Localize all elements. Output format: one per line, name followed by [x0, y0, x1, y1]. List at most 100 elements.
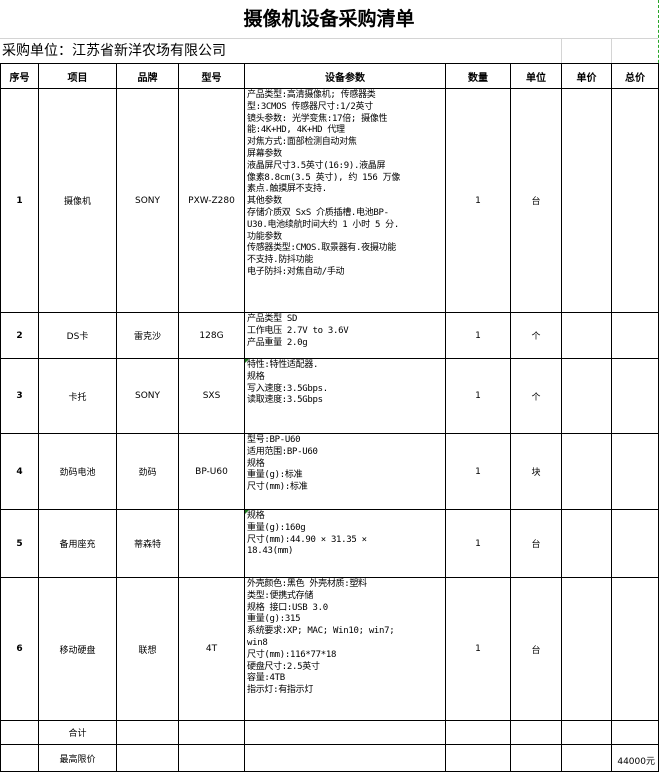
cell-total[interactable] — [611, 88, 659, 313]
cell-brand[interactable]: SONY — [116, 88, 179, 313]
cell-item[interactable]: 卡托 — [38, 358, 117, 434]
cell-total[interactable] — [611, 577, 659, 721]
cell-unit[interactable]: 个 — [510, 358, 562, 434]
cell-item[interactable]: 摄像机 — [38, 88, 117, 313]
cell-spec[interactable]: 规格 重量(g):160g 尺寸(mm):44.90 × 31.35 × 18.43(… — [244, 509, 446, 578]
spec-line: 液晶屏尺寸3.5英寸(16:9).液晶屏 — [247, 160, 386, 171]
cell-model[interactable]: SXS — [178, 358, 245, 434]
cell-no[interactable]: 2 — [0, 312, 39, 359]
cell[interactable] — [0, 720, 39, 745]
cell-item[interactable]: 备用座充 — [38, 509, 117, 578]
cell-no[interactable]: 5 — [0, 509, 39, 578]
cell-total[interactable] — [611, 358, 659, 434]
cell-brand[interactable]: SONY — [116, 358, 179, 434]
table-row: 1 摄像机 SONY PXW-Z280 产品类型:高清摄像机; 传感器类 型:3CMOS … — [0, 88, 659, 313]
cell-price[interactable] — [561, 358, 612, 434]
cell-total[interactable] — [611, 433, 659, 510]
spec-line: 重量(g):标准 — [247, 470, 303, 481]
cell-unit[interactable]: 个 — [510, 312, 562, 359]
table-row: 3 卡托 SONY SXS 特性:特性适配器. 规格 写入速度:3.5Gbps. 读取速度:3… — [0, 358, 659, 434]
cell[interactable] — [116, 720, 179, 745]
spec-line: 产品类型 SD — [247, 314, 298, 324]
cell[interactable] — [561, 720, 612, 745]
spec-line: 适用范围:BP-U60 — [247, 446, 318, 457]
cell[interactable] — [611, 720, 659, 745]
cell[interactable] — [178, 744, 245, 772]
cell-no[interactable]: 4 — [0, 433, 39, 510]
spec-line: 不支持.防抖功能 — [247, 255, 314, 266]
spec-line: 能:4K+HD, 4K+HD 代理 — [247, 125, 345, 136]
cell-unit[interactable]: 台 — [510, 509, 562, 578]
cell[interactable] — [0, 744, 39, 772]
cell[interactable] — [178, 720, 245, 745]
cell[interactable] — [561, 744, 612, 772]
cell-spec[interactable]: 外壳颜色:黑色 外壳材质:塑料 类型:便携式存储 规格 接口:USB 3.0 重量(g… — [244, 577, 446, 721]
cell-qty[interactable]: 1 — [445, 509, 511, 578]
spec-line: 镜头参数: 光学变焦:17倍; 摄像性 — [247, 113, 388, 124]
cell-brand[interactable]: 劲码 — [116, 433, 179, 510]
cell-no[interactable]: 1 — [0, 88, 39, 313]
spec-line: 重量(g):160g — [247, 522, 306, 533]
spec-line: 对焦方式:面部检测自动对焦 — [247, 137, 357, 148]
table-row: 6 移动硬盘 联想 4T 外壳颜色:黑色 外壳材质:塑料 类型:便携式存储 规格 接口:US… — [0, 577, 659, 721]
cell-brand[interactable]: 雷克沙 — [116, 312, 179, 359]
cell-item[interactable]: 移动硬盘 — [38, 577, 117, 721]
cell[interactable] — [445, 744, 511, 772]
row-label[interactable]: 最高限价 — [38, 744, 117, 772]
cell-qty[interactable]: 1 — [445, 433, 511, 510]
spec-line: 电子防抖:对焦自动/手动 — [247, 266, 345, 277]
spec-line: 尺寸(mm):116*77*18 — [247, 649, 337, 660]
cell-no[interactable]: 3 — [0, 358, 39, 434]
cell[interactable] — [510, 744, 562, 772]
row-label[interactable]: 合计 — [38, 720, 117, 745]
spec-line: 屏幕参数 — [247, 148, 282, 159]
header-row: 序号 项目 品牌 型号 设备参数 数量 单位 单价 总价 — [0, 63, 659, 89]
cell-model[interactable] — [178, 509, 245, 578]
cell-unit[interactable]: 台 — [510, 88, 562, 313]
column-header: 品牌 — [116, 63, 179, 89]
gridline — [561, 39, 562, 64]
cell[interactable] — [244, 744, 446, 772]
cell-price[interactable] — [561, 509, 612, 578]
max-price-value[interactable]: 44000元 — [611, 744, 659, 772]
company-row: 采购单位：江苏省新洋农场有限公司 — [0, 38, 658, 64]
cell[interactable] — [445, 720, 511, 745]
spec-line: 写入速度:3.5Gbps. — [247, 383, 328, 394]
column-header: 数量 — [445, 63, 511, 89]
cell-brand[interactable]: 联想 — [116, 577, 179, 721]
cell-qty[interactable]: 1 — [445, 358, 511, 434]
cell-unit[interactable]: 台 — [510, 577, 562, 721]
cell-total[interactable] — [611, 312, 659, 359]
cell-no[interactable]: 6 — [0, 577, 39, 721]
cell-spec[interactable]: 产品类型 SD 工作电压 2.7V to 3.6V 产品重量 2.0g — [244, 312, 446, 359]
cell-price[interactable] — [561, 577, 612, 721]
cell-model[interactable]: PXW-Z280 — [178, 88, 245, 313]
cell-item[interactable]: DS卡 — [38, 312, 117, 359]
spec-line: 指示灯:有指示灯 — [247, 685, 314, 696]
cell[interactable] — [244, 720, 446, 745]
cell-qty[interactable]: 1 — [445, 88, 511, 313]
cell-price[interactable] — [561, 433, 612, 510]
cell-model[interactable]: 128G — [178, 312, 245, 359]
cell-price[interactable] — [561, 312, 612, 359]
cell-spec[interactable]: 产品类型:高清摄像机; 传感器类 型:3CMOS 传感器尺寸:1/2英寸 镜头参数:… — [244, 88, 446, 313]
cell[interactable] — [116, 744, 179, 772]
cell-qty[interactable]: 1 — [445, 577, 511, 721]
cell-item[interactable]: 劲码电池 — [38, 433, 117, 510]
cell-unit[interactable]: 块 — [510, 433, 562, 510]
cell-model[interactable]: 4T — [178, 577, 245, 721]
cell-brand[interactable]: 蒂森特 — [116, 509, 179, 578]
spec-line: 容量:4TB — [247, 673, 285, 684]
column-header: 型号 — [178, 63, 245, 89]
cell-spec[interactable]: 特性:特性适配器. 规格 写入速度:3.5Gbps. 读取速度:3.5Gbps — [244, 358, 446, 434]
cell-spec[interactable]: 型号:BP-U60 适用范围:BP-U60 规格 重量(g):标准 尺寸(mm):标准 — [244, 433, 446, 510]
spec-line: 工作电压 2.7V to 3.6V — [247, 325, 349, 336]
cell-qty[interactable]: 1 — [445, 312, 511, 359]
cell-total[interactable] — [611, 509, 659, 578]
spec-line: 规格 — [247, 458, 265, 469]
spec-line: 硬盘尺寸:2.5英寸 — [247, 661, 320, 672]
cell[interactable] — [510, 720, 562, 745]
cell-model[interactable]: BP-U60 — [178, 433, 245, 510]
cell-price[interactable] — [561, 88, 612, 313]
column-header: 单位 — [510, 63, 562, 89]
